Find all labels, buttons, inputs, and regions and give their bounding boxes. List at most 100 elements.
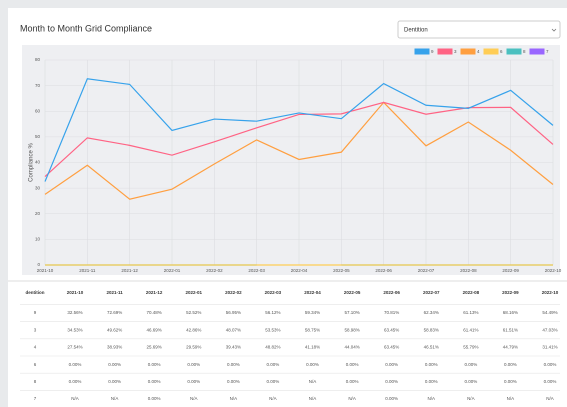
table-cell: 0.00%: [504, 362, 517, 367]
table-cell: 70.48%: [147, 310, 162, 315]
table-header: 2021-12: [146, 290, 163, 295]
table-header: 2022-05: [344, 290, 361, 295]
table-cell: 0.00%: [267, 379, 280, 384]
table-cell: 25.69%: [147, 345, 162, 350]
table-cell: 38.93%: [107, 345, 122, 350]
table-cell: 0.00%: [187, 379, 200, 384]
x-tick-label: 2022-10: [545, 268, 562, 273]
table-cell: 8: [34, 379, 37, 384]
table-cell: 4: [34, 345, 37, 350]
table-cell: 0.00%: [425, 379, 438, 384]
table-cell: 0.00%: [464, 379, 477, 384]
table-cell: 59.34%: [305, 310, 320, 315]
table-cell: 49.62%: [107, 327, 122, 332]
table-header: 2021-10: [67, 290, 84, 295]
table-cell: 57.10%: [344, 310, 359, 315]
y-tick-label: 80: [35, 57, 41, 62]
series-line: [44, 78, 554, 182]
table-cell: 0.00%: [108, 362, 121, 367]
y-tick-label: 50: [35, 134, 41, 139]
x-tick-label: 2021-10: [37, 268, 54, 273]
x-tick-label: 2021-11: [79, 268, 96, 273]
table-cell: 52.52%: [186, 310, 201, 315]
x-tick-label: 2022-04: [291, 268, 308, 273]
table-cell: 0.00%: [464, 362, 477, 367]
table-cell: 32.56%: [67, 310, 82, 315]
table-cell: 0.00%: [504, 379, 517, 384]
table-cell: 42.86%: [186, 327, 201, 332]
table-header: 2022-10: [542, 290, 559, 295]
table-cell: N/A: [71, 396, 79, 401]
table-header: 2022-09: [502, 290, 519, 295]
table-header: dentition: [26, 290, 45, 295]
table-cell: 0.00%: [227, 362, 240, 367]
table-cell: 0.00%: [148, 379, 161, 384]
table-cell: N/A: [309, 379, 317, 384]
table-cell: 58.75%: [305, 327, 320, 332]
table-cell: N/A: [348, 396, 356, 401]
x-tick-label: 2022-01: [164, 268, 181, 273]
legend-swatch: [529, 48, 545, 55]
y-tick-label: 0: [37, 262, 40, 267]
table-cell: 63.45%: [384, 327, 399, 332]
table-cell: 0.00%: [385, 379, 398, 384]
table-header: 2022-01: [185, 290, 202, 295]
table-cell: N/A: [111, 396, 119, 401]
table-cell: 55.79%: [463, 345, 478, 350]
dropdown-caret: [551, 28, 557, 32]
table-cell: 0.00%: [69, 379, 82, 384]
table-cell: 0.00%: [425, 362, 438, 367]
table-cell: 0.00%: [148, 396, 161, 401]
table-cell: 0.00%: [385, 362, 398, 367]
table-cell: 63.45%: [384, 345, 399, 350]
table-cell: 48.82%: [265, 345, 280, 350]
table-cell: 7: [34, 396, 37, 401]
table-cell: 44.04%: [344, 345, 359, 350]
x-tick-label: 2022-02: [206, 268, 223, 273]
table-cell: 56.95%: [226, 310, 241, 315]
x-tick-label: 2022-06: [375, 268, 392, 273]
table-cell: N/A: [427, 396, 435, 401]
table-cell: 0.00%: [148, 362, 161, 367]
table-header: 2022-03: [265, 290, 282, 295]
table-cell: 54.49%: [542, 310, 557, 315]
table-cell: 47.03%: [542, 327, 557, 332]
x-tick-label: 2021-12: [121, 268, 138, 273]
table-cell: 44.79%: [503, 345, 518, 350]
table-cell: 39.43%: [226, 345, 241, 350]
table-cell: 0.00%: [267, 362, 280, 367]
y-tick-label: 20: [35, 211, 41, 216]
legend-label: 6: [500, 49, 503, 54]
legend-label: 8: [523, 49, 526, 54]
table-cell: 6: [34, 362, 37, 367]
table-cell: 53.53%: [265, 327, 280, 332]
table-cell: 0.00%: [187, 362, 200, 367]
y-tick-label: 60: [35, 108, 41, 113]
table-cell: 0.00%: [227, 379, 240, 384]
table-cell: 0.00%: [108, 379, 121, 384]
series-line: [44, 101, 554, 177]
table-cell: 34.53%: [67, 327, 82, 332]
table-header: 2022-06: [383, 290, 400, 295]
table-cell: N/A: [507, 396, 515, 401]
table-cell: N/A: [309, 396, 317, 401]
x-tick-label: 2022-05: [333, 268, 350, 273]
legend-label: 7: [546, 49, 549, 54]
dropdown[interactable]: [397, 20, 561, 39]
legend-label: 9: [431, 49, 434, 54]
legend-swatch: [460, 48, 476, 55]
legend-swatch: [437, 48, 453, 55]
table-cell: N/A: [546, 396, 554, 401]
table-header: 2022-07: [423, 290, 440, 295]
table-cell: N/A: [190, 396, 198, 401]
table-cell: N/A: [230, 396, 238, 401]
table-cell: 61.51%: [503, 327, 518, 332]
legend-label: 3: [454, 49, 457, 54]
table-cell: 9: [34, 310, 37, 315]
series-line: [44, 101, 554, 200]
legend-swatch: [414, 48, 430, 55]
table-cell: 0.00%: [346, 379, 359, 384]
table-cell: 46.69%: [147, 327, 162, 332]
table-cell: 70.81%: [384, 310, 399, 315]
